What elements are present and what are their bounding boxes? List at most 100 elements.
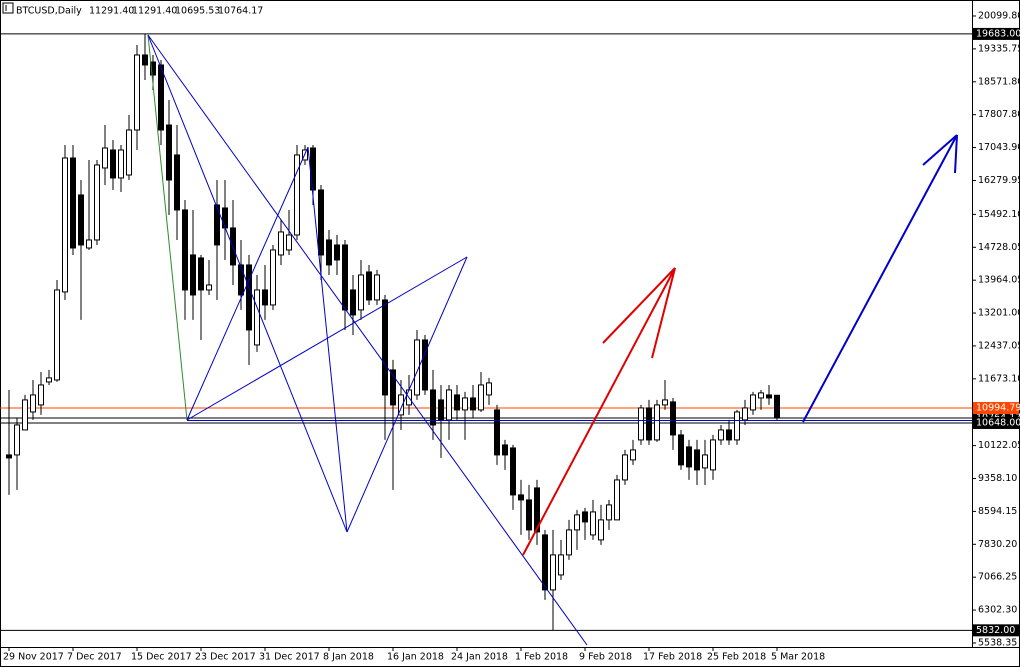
y-tick-label: 10122.05 — [978, 440, 1020, 451]
candle-body — [342, 244, 348, 311]
candle-body — [582, 511, 588, 523]
candle-body — [430, 389, 436, 426]
candle-body — [198, 257, 204, 291]
candle-body — [30, 394, 36, 413]
candle-body — [126, 129, 132, 176]
candle-body — [22, 399, 28, 431]
candle-body — [174, 154, 180, 211]
candle-body — [646, 407, 652, 441]
candle-body — [702, 454, 708, 469]
candle-body — [414, 339, 420, 396]
candle-body — [6, 454, 12, 459]
candle-body — [478, 384, 484, 411]
price-tag — [973, 624, 1019, 637]
y-tick-label: 19335.75 — [978, 43, 1020, 54]
candle-body — [150, 61, 156, 76]
candle-body — [446, 389, 452, 421]
ohlc-label: 10764.17 — [218, 6, 263, 17]
candle-body — [766, 394, 772, 399]
candle-body — [694, 449, 700, 471]
candle-body — [94, 164, 100, 241]
candle-body — [678, 434, 684, 466]
y-tick-label: 8594.15 — [978, 506, 1017, 517]
candle-body — [118, 149, 124, 179]
candle-body — [182, 209, 188, 291]
candle-body — [662, 399, 668, 406]
x-tick-label: 9 Feb 2018 — [579, 652, 632, 663]
candle-body — [270, 249, 276, 306]
candle-body — [774, 394, 780, 419]
arrow — [522, 267, 676, 556]
drawings — [147, 34, 972, 646]
x-tick-label: 31 Dec 2017 — [259, 652, 320, 663]
candle-body — [62, 157, 68, 293]
arrow — [802, 134, 958, 423]
candle-body — [518, 494, 524, 501]
candle-body — [438, 399, 444, 421]
candle-body — [454, 394, 460, 411]
price-tag-label: 10648.00 — [976, 417, 1020, 428]
y-tick-label: 12437.05 — [978, 340, 1020, 351]
candle-body — [726, 429, 732, 441]
candle-body — [670, 401, 676, 436]
candle-body — [350, 289, 356, 316]
x-tick-label: 8 Jan 2018 — [323, 652, 374, 663]
arrow — [954, 134, 958, 174]
y-tick-label: 16279.95 — [978, 175, 1020, 186]
candle-body — [102, 147, 108, 169]
price-tag-label: 5832.00 — [976, 625, 1015, 636]
price-tag — [973, 416, 1019, 429]
candle-body — [566, 529, 572, 556]
candle-body — [158, 64, 164, 131]
candle-body — [70, 157, 76, 249]
candle-body — [574, 514, 580, 531]
candle-body — [550, 554, 556, 591]
y-tick-label: 14728.05 — [978, 242, 1020, 253]
y-tick-label: 17043.90 — [978, 142, 1020, 153]
candle-body — [710, 439, 716, 471]
ohlc-label: 11291.40 — [132, 6, 177, 17]
collapse-icon[interactable] — [2, 2, 14, 14]
y-tick-label: 7066.25 — [978, 572, 1017, 583]
candle-body — [358, 274, 364, 311]
candle-body — [78, 194, 84, 246]
candle-body — [470, 397, 476, 411]
candle-body — [422, 339, 428, 391]
candle-body — [486, 382, 492, 396]
y-tick-label: 15492.10 — [978, 209, 1020, 220]
candle-body — [166, 124, 172, 181]
y-tick-label: 6302.30 — [978, 605, 1017, 616]
x-tick-label: 1 Feb 2018 — [515, 652, 568, 663]
candle-body — [598, 519, 604, 541]
x-tick-label: 29 Nov 2017 — [3, 652, 64, 663]
trend-line — [147, 34, 188, 421]
candle-body — [54, 289, 60, 381]
candle-body — [262, 289, 268, 306]
y-tick-label: 13201.00 — [978, 308, 1020, 319]
candle-body — [742, 407, 748, 421]
candle-body — [502, 444, 508, 456]
candle-body — [294, 154, 300, 236]
price-tag-label: 10994.79 — [976, 403, 1020, 414]
candle-body — [334, 244, 340, 261]
candle-body — [206, 284, 212, 291]
candle-body — [366, 271, 372, 301]
candle-body — [558, 554, 564, 576]
x-tick-label: 15 Dec 2017 — [131, 652, 192, 663]
y-tick-label: 5538.35 — [978, 637, 1017, 648]
candle-body — [534, 487, 540, 533]
trend-line — [346, 256, 468, 533]
candle-body — [542, 534, 548, 591]
x-tick-label: 5 Mar 2018 — [771, 652, 825, 663]
candle-body — [382, 299, 388, 396]
y-tick-label: 20099.80 — [978, 10, 1020, 21]
candle-body — [750, 394, 756, 411]
candle-body — [278, 231, 284, 256]
candle-body — [686, 446, 692, 468]
candle-body — [326, 239, 332, 266]
ohlc-label: 11291.40 — [89, 6, 134, 17]
candle-body — [110, 149, 116, 179]
y-tick-label: 13964.05 — [978, 275, 1020, 286]
trend-line — [186, 146, 309, 421]
candle-body — [374, 274, 380, 301]
